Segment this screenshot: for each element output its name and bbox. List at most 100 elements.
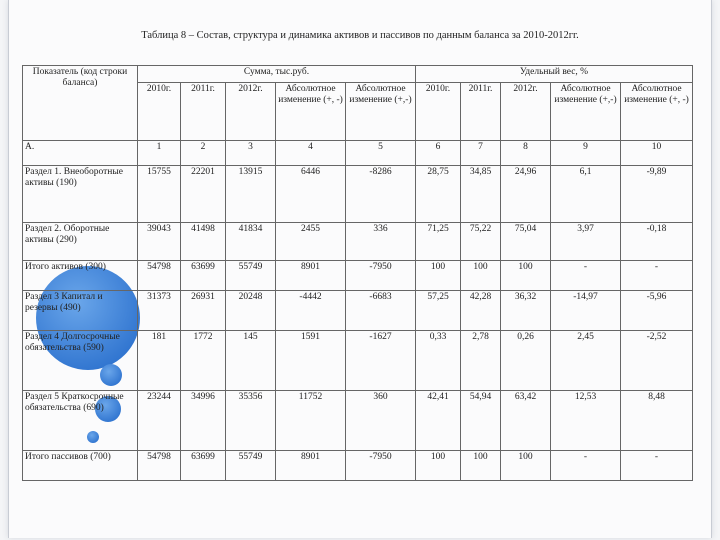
header-cell: Абсолютное изменение (+,-) [550,82,621,141]
cell: 12,53 [550,390,621,451]
cell: -8286 [345,165,416,223]
cell: 31373 [137,290,181,331]
cell: 6,1 [550,165,621,223]
table-row: Раздел 4 Долгосрочные обязательства (590… [22,330,694,391]
table-head: Показатель (код строки баланса) Сумма, т… [22,65,694,141]
cell: 42,41 [415,390,461,451]
cell: 1 [137,140,181,166]
cell: 4 [275,140,346,166]
header-cell: 2012г. [225,82,276,141]
cell: 10 [619,140,694,166]
cell: -0,18 [619,222,694,261]
cell: 55749 [225,260,276,291]
row-label: Итого пассивов (700) [22,450,138,481]
row-label: Раздел 5 Краткосрочные обязательства (69… [22,390,138,451]
header-cell: Абсолютное изменение (+, -) [275,82,346,141]
cell: 35356 [225,390,276,451]
cell: 1591 [275,330,346,391]
cell: 23244 [137,390,181,451]
header-cell: Удельный вес, % [414,65,694,83]
cell: 360 [345,390,416,451]
cell: 36,32 [500,290,551,331]
cell: - [550,260,621,291]
cell: -9,89 [619,165,694,223]
cell: 2455 [275,222,346,261]
header-cell: Абсолютное изменение (+,-) [345,82,416,141]
cell: 54798 [137,450,181,481]
cell: 24,96 [500,165,551,223]
cell: -1627 [345,330,416,391]
cell: 100 [415,260,461,291]
cell: 15755 [137,165,181,223]
cell: 8901 [275,450,346,481]
cell: 42,28 [460,290,501,331]
header-cell: Показатель (код строки баланса) [22,65,138,141]
header-cell: 2010г. [137,82,181,141]
cell: 6 [415,140,461,166]
cell: 34,85 [460,165,501,223]
cell: 8 [500,140,551,166]
cell: 100 [415,450,461,481]
cell: 8,48 [619,390,694,451]
header-cell: 2010г. [415,82,461,141]
table-body: А. 1 2 3 4 5 6 7 8 9 10 Раздел 1. Внеоборотные акти… [22,140,694,481]
cell: -2,52 [619,330,694,391]
cell: -7950 [345,450,416,481]
cell: 13915 [225,165,276,223]
cell: 75,04 [500,222,551,261]
cell: 54,94 [460,390,501,451]
cell: 145 [225,330,276,391]
table-row: Раздел 5 Краткосрочные обязательства (69… [22,390,694,451]
cell: 2 [180,140,226,166]
cell: 0,33 [415,330,461,391]
cell: -14,97 [550,290,621,331]
cell: 8901 [275,260,346,291]
header-cell: Абсолютное изменение (+, -) [619,82,694,141]
cell: 55749 [225,450,276,481]
table-row: Итого активов (300) 54798 63699 55749 8901 -7… [22,260,694,291]
table-row: А. 1 2 3 4 5 6 7 8 9 10 [22,140,694,166]
cell: - [619,260,694,291]
cell: 5 [345,140,416,166]
cell: 100 [460,260,501,291]
cell: -6683 [345,290,416,331]
cell: 28,75 [415,165,461,223]
cell: 2,45 [550,330,621,391]
cell: 100 [500,450,551,481]
row-label: Раздел 4 Долгосрочные обязательства (590… [22,330,138,391]
cell: 11752 [275,390,346,451]
title: Таблица 8 – Состав, структура и динамика… [141,30,579,41]
cell: 54798 [137,260,181,291]
cell: 39043 [137,222,181,261]
cell: 181 [137,330,181,391]
table-row: Раздел 1. Внеоборотные активы (190) 15755… [22,165,694,223]
header-cell: 2012г. [500,82,551,141]
balance-table: Показатель (код строки баланса) Сумма, т… [22,65,694,481]
cell: 0,26 [500,330,551,391]
cell: -4442 [275,290,346,331]
cell: 75,22 [460,222,501,261]
cell: 57,25 [415,290,461,331]
cell: -7950 [345,260,416,291]
table-row: Раздел 3 Капитал и резервы (490) 31373 269… [22,290,694,331]
header-cell: 2011г. [460,82,501,141]
cell: 2,78 [460,330,501,391]
row-label: Итого активов (300) [22,260,138,291]
cell: 1772 [180,330,226,391]
row-label: Раздел 2. Оборотные активы (290) [22,222,138,261]
cell: - [550,450,621,481]
header-cell: 2011г. [180,82,226,141]
cell: 22201 [180,165,226,223]
cell: 41498 [180,222,226,261]
cell: 26931 [180,290,226,331]
cell: 3,97 [550,222,621,261]
header-cell: Сумма, тыс.руб. [137,65,416,83]
row-label: А. [22,140,138,166]
cell: 63,42 [500,390,551,451]
row-label: Раздел 1. Внеоборотные активы (190) [22,165,138,223]
cell: -5,96 [619,290,694,331]
cell: 71,25 [415,222,461,261]
cell: 41834 [225,222,276,261]
cell: 100 [460,450,501,481]
